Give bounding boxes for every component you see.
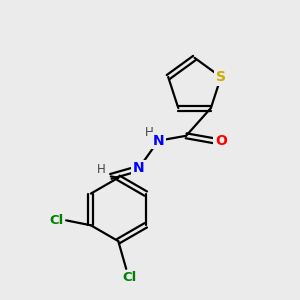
Text: H: H (145, 126, 154, 139)
Text: Cl: Cl (49, 214, 63, 227)
Text: O: O (215, 134, 227, 148)
Text: H: H (97, 163, 105, 176)
Text: N: N (133, 161, 144, 176)
Text: N: N (153, 134, 164, 148)
Text: S: S (216, 70, 226, 84)
Text: Cl: Cl (122, 271, 136, 284)
